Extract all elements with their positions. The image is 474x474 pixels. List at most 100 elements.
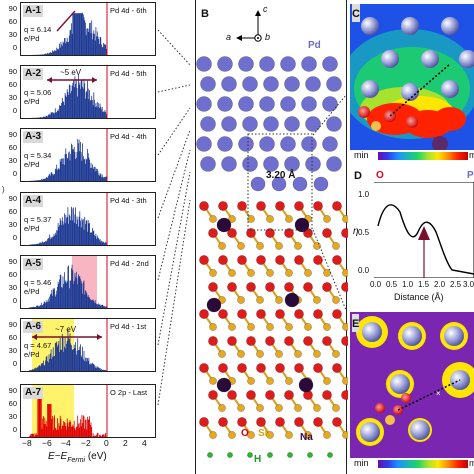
o-atom [294, 255, 304, 265]
o-atom [199, 201, 209, 211]
colorbar-c-max: ma [469, 150, 474, 160]
dos-bar [83, 416, 85, 437]
charge-density-map-e: × [350, 312, 474, 458]
dos-bar [104, 177, 106, 181]
o-atom [341, 336, 348, 346]
dos-bar [105, 241, 107, 245]
dos-bar [33, 369, 34, 371]
dos-bar [30, 370, 32, 371]
dos-bar [58, 283, 60, 308]
dos-bar [60, 274, 62, 308]
dos-bar [101, 304, 102, 308]
si-atom [342, 269, 348, 277]
dos-bar [98, 38, 100, 55]
si-atom [209, 431, 217, 439]
dos-bar [89, 100, 91, 118]
dos-bar [40, 363, 42, 371]
dos-bar [60, 42, 62, 55]
dos-bar [82, 423, 83, 437]
dos-bar [97, 432, 99, 437]
dos-bar [36, 368, 37, 371]
dos-bar [84, 428, 86, 437]
dos-bar [80, 88, 81, 118]
pd-atom [263, 76, 279, 92]
dos-bar [51, 289, 53, 308]
pd-atom [259, 96, 275, 112]
dos-bar [82, 12, 83, 55]
pd-atom [326, 116, 342, 132]
dos-bar [95, 435, 97, 437]
dos-bar [75, 276, 76, 308]
dos-bar [99, 175, 100, 181]
dos-bar [71, 206, 72, 245]
dos-bar [66, 281, 68, 308]
charge-unit: e/Pd [24, 97, 40, 106]
dos-bar [64, 422, 66, 437]
si-atom [275, 350, 283, 358]
pd-atom [305, 76, 321, 92]
dos-bar [76, 350, 78, 371]
dos-bar [91, 20, 93, 55]
o-atom [256, 309, 266, 319]
dos-bar [36, 244, 38, 245]
dos-bar [92, 363, 94, 371]
si-atom [332, 242, 340, 250]
dos-bar [70, 422, 72, 437]
dos-bar [71, 345, 72, 371]
dos-bar [50, 114, 51, 118]
dos-bar [94, 436, 96, 437]
si-atom [323, 215, 331, 223]
dos-bar [55, 50, 57, 55]
dos-bar [57, 109, 59, 118]
dos-bar [85, 220, 87, 245]
dos-bar [88, 419, 90, 437]
pd-atom [238, 136, 254, 152]
y-tick: 90 [8, 257, 17, 266]
dos-bar [89, 364, 90, 371]
dos-bar [102, 46, 104, 55]
dos-bar [65, 148, 67, 181]
dos-bar [80, 419, 81, 437]
dos-bar [69, 280, 71, 308]
dos-bar [57, 418, 58, 437]
arrow-head [47, 77, 52, 83]
panel-e-label: E [352, 318, 360, 330]
dos-bar [80, 220, 81, 245]
dos-bar [47, 361, 48, 371]
si-atom [285, 215, 293, 223]
si-atom [228, 431, 236, 439]
dos-bar [80, 13, 82, 55]
dos-bar [47, 404, 48, 437]
dos-bar [77, 284, 79, 308]
na-label: Na [300, 432, 313, 443]
o-atom [199, 255, 209, 265]
dos-bar [35, 244, 37, 245]
x-tick: 4 [142, 438, 147, 448]
dos-bar [76, 13, 78, 55]
dos-bar [43, 178, 44, 181]
dos-bar [55, 168, 57, 181]
dos-bar [38, 365, 40, 371]
dos-bar [68, 337, 69, 371]
o-atom [227, 390, 237, 400]
dos-bar [71, 90, 72, 118]
o-atom [322, 390, 332, 400]
dos-bar [59, 47, 61, 55]
crystal-structure [196, 56, 348, 458]
dos-bar [102, 242, 104, 245]
dos-bar [87, 80, 88, 118]
arrow-head [32, 334, 37, 340]
dos-bar [29, 307, 31, 308]
dos-bar [103, 111, 104, 118]
dos-bar [81, 79, 83, 118]
dos-bar [52, 50, 53, 55]
dos-bar [82, 346, 83, 371]
dos-bar [48, 237, 50, 245]
dos-bar [86, 429, 88, 437]
energy-span-label: ~5 eV [60, 68, 82, 77]
panel-e: × E min ma [350, 310, 474, 474]
dos-bar [71, 85, 73, 118]
dos-bar [57, 49, 58, 55]
dos-bar [51, 238, 53, 245]
dos-bar [60, 418, 62, 437]
